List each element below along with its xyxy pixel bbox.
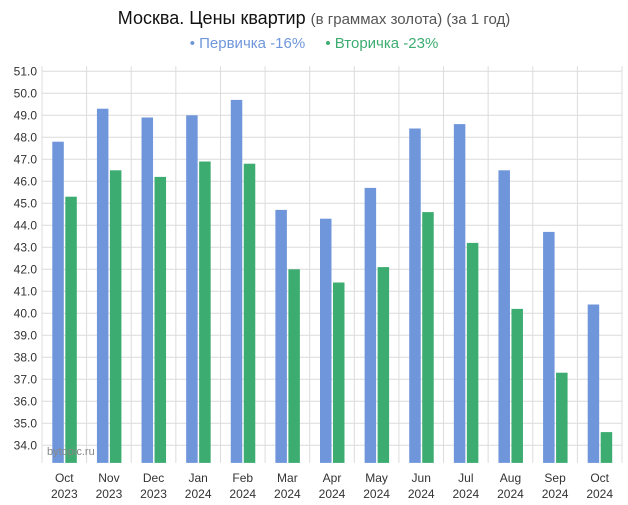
x-tick-label: Mar — [277, 471, 298, 485]
y-tick-label: 45.0 — [14, 196, 38, 210]
x-tick-label: Feb — [232, 471, 253, 485]
x-tick-label: Jul — [458, 471, 473, 485]
bar-secondary — [109, 170, 122, 463]
bar-primary — [275, 209, 287, 463]
bar-primary — [498, 170, 510, 463]
bar-secondary — [511, 308, 523, 463]
y-tick-label: 49.0 — [14, 108, 38, 122]
y-tick-label: 38.0 — [14, 350, 38, 364]
watermark: bytopic.ru — [47, 446, 95, 458]
bar-primary — [52, 141, 64, 463]
y-tick-label: 48.0 — [14, 130, 38, 144]
x-tick-label: Aug — [500, 471, 521, 485]
bar-secondary — [556, 372, 568, 463]
bar-primary — [141, 117, 154, 463]
x-tick-label: 2024 — [408, 487, 435, 501]
y-tick-label: 43.0 — [14, 240, 38, 254]
y-tick-label: 42.0 — [14, 262, 38, 276]
legend-item-primary: • Первичка -16% — [189, 35, 306, 52]
chart-title: Москва. Цены квартир (в граммах золота) … — [0, 8, 628, 29]
x-tick-label: 2024 — [274, 487, 301, 501]
title-subtitle: (в граммах золота) (за 1 год) — [310, 11, 511, 28]
y-tick-label: 41.0 — [14, 284, 38, 298]
y-tick-label: 36.0 — [14, 394, 38, 408]
bar-primary — [543, 231, 555, 463]
bar-primary — [409, 128, 421, 463]
bar-primary — [96, 108, 109, 463]
bar-primary — [186, 115, 198, 463]
y-tick-label: 37.0 — [14, 372, 38, 386]
bar-primary — [364, 187, 377, 463]
bar-primary — [587, 304, 600, 463]
x-tick-label: 2024 — [497, 487, 524, 501]
bar-secondary — [154, 176, 167, 463]
bar-primary — [453, 124, 466, 463]
legend-item-secondary: • Вторичка -23% — [325, 35, 439, 52]
bar-secondary — [600, 432, 613, 463]
bar-primary — [230, 99, 243, 463]
y-tick-label: 51.0 — [14, 64, 38, 78]
x-tick-label: 2024 — [229, 487, 256, 501]
legend: • Первичка -16% • Вторичка -23% — [0, 35, 628, 52]
x-tick-label: Jan — [188, 471, 207, 485]
x-tick-label: 2024 — [319, 487, 346, 501]
bar-primary — [320, 218, 332, 463]
x-tick-label: May — [365, 471, 388, 485]
title-main: Москва. Цены квартир — [117, 8, 306, 28]
y-tick-label: 39.0 — [14, 328, 38, 342]
x-tick-label: Oct — [590, 471, 609, 485]
x-tick-label: Jun — [412, 471, 431, 485]
y-tick-label: 35.0 — [14, 416, 38, 430]
y-tick-label: 50.0 — [14, 86, 38, 100]
x-tick-label: 2023 — [51, 487, 78, 501]
x-tick-label: 2024 — [363, 487, 390, 501]
x-tick-label: Nov — [98, 471, 119, 485]
x-tick-label: 2023 — [140, 487, 167, 501]
bar-secondary — [377, 267, 390, 463]
bar-secondary — [466, 242, 479, 463]
x-tick-label: Dec — [143, 471, 164, 485]
y-tick-label: 47.0 — [14, 152, 38, 166]
x-tick-label: 2024 — [586, 487, 613, 501]
bar-secondary — [243, 163, 256, 463]
y-tick-label: 46.0 — [14, 174, 38, 188]
y-tick-label: 44.0 — [14, 218, 38, 232]
x-tick-label: Oct — [55, 471, 74, 485]
legend-label: Первичка -16% — [199, 35, 306, 52]
bar-secondary — [65, 196, 77, 463]
legend-label: Вторичка -23% — [334, 35, 439, 52]
y-tick-label: 40.0 — [14, 306, 38, 320]
bar-secondary — [288, 269, 300, 463]
bar-secondary — [199, 161, 211, 463]
x-tick-label: 2023 — [96, 487, 123, 501]
y-tick-label: 34.0 — [14, 438, 38, 452]
bar-secondary — [333, 282, 345, 463]
bar-secondary — [422, 212, 434, 463]
x-tick-label: Apr — [323, 471, 342, 485]
x-tick-label: 2024 — [542, 487, 569, 501]
x-tick-label: 2024 — [185, 487, 212, 501]
x-tick-label: 2024 — [452, 487, 479, 501]
x-tick-label: Sep — [544, 471, 566, 485]
